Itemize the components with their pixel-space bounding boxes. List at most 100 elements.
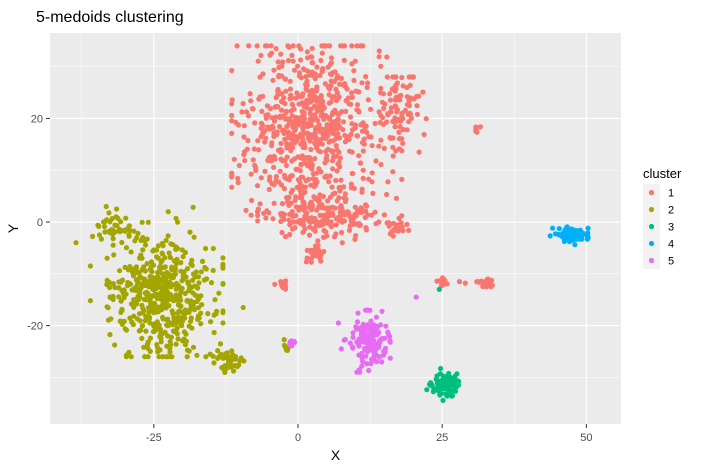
- data-point: [290, 43, 296, 49]
- data-point: [139, 323, 145, 329]
- data-point: [250, 157, 256, 163]
- data-point: [293, 204, 299, 210]
- data-point: [279, 99, 285, 105]
- data-point: [158, 339, 164, 345]
- data-point: [104, 255, 110, 261]
- data-point: [390, 144, 396, 150]
- data-point: [356, 153, 362, 159]
- data-point: [155, 306, 161, 312]
- data-point: [159, 307, 165, 313]
- data-point: [310, 60, 316, 66]
- data-point: [298, 75, 304, 81]
- data-point: [356, 367, 362, 373]
- data-point: [300, 199, 306, 205]
- data-point: [341, 57, 347, 64]
- data-point: [270, 77, 276, 83]
- data-point: [572, 228, 578, 234]
- chart-title: 5-medoids clustering: [36, 9, 184, 26]
- legend-label: 1: [668, 188, 674, 200]
- data-point: [165, 209, 171, 215]
- data-point: [355, 310, 361, 316]
- data-point: [296, 101, 302, 107]
- data-point: [180, 254, 186, 260]
- data-point: [236, 162, 242, 169]
- data-point: [280, 59, 286, 65]
- data-point: [169, 266, 175, 272]
- data-point: [289, 158, 295, 164]
- data-point: [159, 250, 165, 256]
- data-point: [487, 280, 493, 286]
- data-point: [245, 113, 252, 119]
- data-point: [436, 286, 442, 292]
- data-point: [380, 121, 387, 127]
- data-point: [354, 133, 361, 139]
- data-point: [342, 336, 348, 343]
- data-point: [234, 363, 240, 370]
- data-point: [369, 170, 375, 176]
- data-point: [404, 127, 410, 133]
- data-point: [366, 367, 372, 374]
- data-point: [150, 293, 156, 299]
- data-point: [287, 96, 293, 102]
- data-point: [264, 43, 270, 49]
- data-point: [378, 63, 384, 69]
- data-point: [557, 232, 563, 238]
- data-point: [474, 279, 480, 285]
- data-point: [354, 43, 360, 49]
- data-point: [390, 220, 396, 227]
- data-point: [166, 271, 172, 277]
- x-tick-label: 50: [580, 432, 592, 444]
- data-point: [129, 319, 135, 325]
- data-point: [322, 81, 328, 87]
- data-point: [154, 326, 160, 333]
- data-point: [138, 327, 144, 333]
- data-point: [198, 321, 204, 327]
- data-point: [173, 286, 179, 292]
- data-point: [211, 360, 217, 366]
- data-point: [142, 242, 149, 248]
- data-point: [341, 43, 348, 49]
- data-point: [156, 322, 162, 328]
- data-point: [381, 145, 387, 151]
- data-point: [324, 220, 330, 226]
- data-point: [229, 348, 235, 354]
- data-point: [198, 269, 204, 275]
- data-point: [348, 90, 355, 96]
- data-point: [376, 338, 383, 344]
- data-point: [307, 93, 313, 99]
- data-point: [399, 224, 405, 230]
- data-point: [278, 279, 284, 285]
- data-point: [287, 222, 293, 228]
- series-cluster-5: [287, 294, 419, 375]
- data-point: [272, 104, 278, 110]
- data-point: [378, 137, 384, 143]
- data-point: [332, 119, 338, 125]
- data-point: [324, 153, 330, 159]
- data-point: [308, 146, 314, 153]
- data-point: [139, 335, 145, 341]
- data-point: [580, 230, 586, 236]
- data-point: [151, 247, 157, 253]
- data-point: [319, 43, 325, 49]
- data-point: [356, 109, 362, 115]
- data-point: [298, 161, 304, 167]
- legend-key-point: [648, 257, 655, 264]
- data-point: [168, 293, 174, 299]
- data-point: [450, 382, 456, 388]
- data-point: [273, 173, 279, 180]
- data-point: [184, 266, 191, 272]
- data-point: [299, 195, 305, 201]
- data-point: [278, 51, 284, 57]
- data-point: [337, 164, 343, 170]
- data-point: [142, 318, 148, 324]
- data-point: [316, 166, 322, 172]
- data-point: [271, 67, 277, 73]
- data-point: [359, 206, 365, 212]
- data-point: [357, 43, 363, 49]
- data-point: [211, 312, 217, 318]
- data-point: [283, 278, 289, 284]
- data-point: [314, 84, 320, 90]
- data-point: [289, 173, 295, 179]
- data-point: [392, 97, 399, 103]
